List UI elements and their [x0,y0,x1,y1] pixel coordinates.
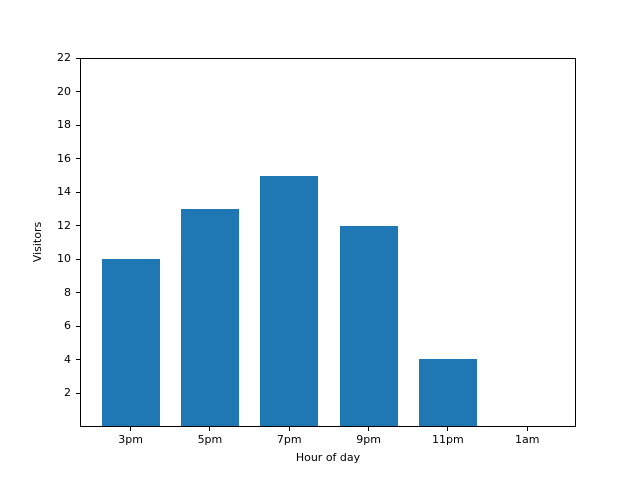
x-tick-mark [288,427,290,431]
y-tick-label: 4 [64,352,71,366]
y-tick-mark [76,225,80,227]
bar-3pm [101,259,160,426]
x-tick-label: 3pm [118,433,143,446]
y-tick-label: 20 [57,84,71,98]
y-tick-label: 18 [57,118,71,132]
y-tick-mark [76,191,80,193]
plot-area [80,58,576,427]
x-tick-label: 9pm [356,433,381,446]
x-tick-mark [447,427,449,431]
y-tick-label: 8 [64,285,71,299]
y-tick-label: 22 [57,51,71,64]
y-tick-label: 12 [57,218,71,232]
x-tick-label: 7pm [276,433,302,446]
y-tick-mark [76,325,80,327]
bar-9pm [339,225,398,426]
x-tick-mark [526,427,528,431]
x-tick-mark [209,427,211,431]
x-tick-label: 5pm [197,433,223,446]
y-tick-mark [76,158,80,160]
x-tick-label: 11pm [432,433,464,446]
bar-11pm [418,359,477,426]
y-tick-mark [76,359,80,361]
y-tick-label: 2 [64,386,71,400]
x-axis-label: Hour of day [295,451,361,464]
y-tick-mark [76,392,80,394]
y-tick-label: 10 [57,252,71,266]
bar-7pm [260,175,319,426]
y-tick-label: 14 [57,185,71,199]
bar-5pm [180,209,239,426]
x-tick-label: 1am [515,433,540,446]
y-tick-mark [76,124,80,126]
y-tick-mark [76,91,80,93]
y-tick-mark [76,57,80,59]
y-tick-mark [76,292,80,294]
x-tick-mark [130,427,132,431]
x-tick-mark [368,427,370,431]
y-tick-mark [76,258,80,260]
y-tick-label: 6 [64,319,71,333]
y-tick-label: 16 [57,151,71,165]
